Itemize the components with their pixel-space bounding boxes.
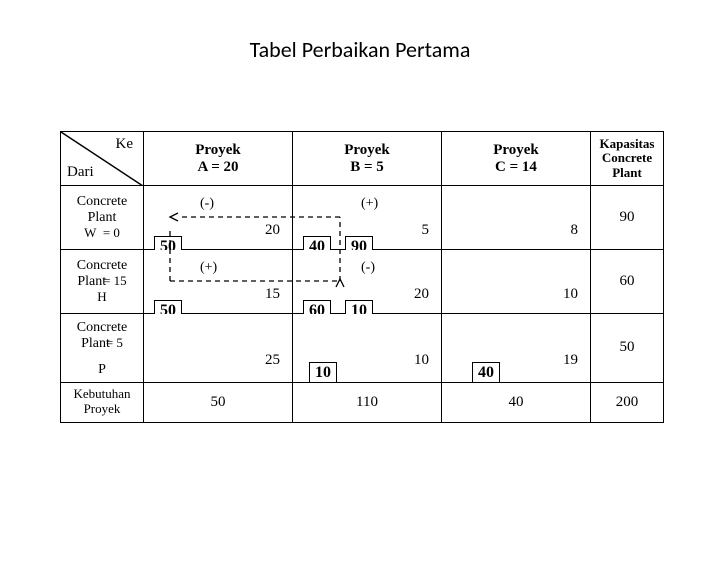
footer-B: 110 (293, 382, 442, 422)
cost-H-B: 20 (414, 286, 429, 303)
cap-H: 60 (591, 250, 664, 314)
page-title: Tabel Perbaikan Pertama (0, 36, 720, 63)
cost-W-A: 20 (265, 222, 280, 239)
alloc-P-B: 10 (309, 362, 337, 384)
pm-H-B: (-) (361, 260, 375, 276)
col-B-name: Proyek (293, 142, 441, 159)
row-P-letter: P (61, 358, 143, 382)
header-diag-cell: Ke Dari (61, 132, 144, 186)
col-A-name: Proyek (144, 142, 292, 159)
cell-H-B: 20 60 10 (-) (293, 250, 442, 314)
cost-W-C: 8 (571, 222, 579, 239)
header-dari: Dari (67, 164, 94, 181)
cap-W: 90 (591, 186, 664, 250)
row-H-line2: Plant (77, 274, 106, 289)
footer-label: Kebutuhan Proyek (61, 382, 144, 422)
header-ke: Ke (116, 136, 134, 153)
cell-W-A: 20 50 (-) (144, 186, 293, 250)
pm-W-A: (-) (200, 196, 214, 212)
cost-H-C: 10 (563, 286, 578, 303)
row-W-line2: Plant (63, 210, 141, 226)
col-C-name: Proyek (442, 142, 590, 159)
row-H-label: Concrete Plant= 15 H (61, 250, 144, 314)
col-capacity-header: Kapasitas Concrete Plant (591, 132, 664, 186)
pm-W-B: (+) (361, 196, 378, 212)
cost-P-A: 25 (265, 352, 280, 369)
pm-H-A: (+) (200, 260, 217, 276)
cell-P-C: 19 40 (442, 314, 591, 383)
footer-A: 50 (144, 382, 293, 422)
cost-P-B: 10 (414, 352, 429, 369)
cost-W-B: 5 (422, 222, 430, 239)
cost-H-A: 15 (265, 286, 280, 303)
transport-table: Ke Dari Proyek A = 20 Proyek B = 5 Proye… (60, 131, 664, 423)
row-P-line1: Concrete (63, 320, 141, 336)
col-A-sub: A = 20 (144, 159, 292, 176)
row-P-sub: = 5 (106, 335, 123, 350)
row-W-sub: = 0 (103, 225, 120, 240)
row-W-letter: W (84, 225, 96, 240)
cell-P-B: 10 10 (293, 314, 442, 383)
alloc-P-C: 40 (472, 362, 500, 384)
cost-P-C: 19 (563, 352, 578, 369)
cell-W-C: 8 (442, 186, 591, 250)
col-C-header: Proyek C = 14 (442, 132, 591, 186)
row-H-line1: Concrete (63, 258, 141, 274)
col-B-header: Proyek B = 5 (293, 132, 442, 186)
row-P-label: Concrete Plant= 5 (61, 314, 144, 358)
row-W-label: Concrete Plant W = 0 (61, 186, 144, 250)
cell-H-C: 10 (442, 250, 591, 314)
cell-H-A: 15 50 (+) (144, 250, 293, 314)
cell-W-B: 5 40 90 (+) (293, 186, 442, 250)
row-P-letter-cell: P (61, 358, 144, 383)
footer-C: 40 (442, 382, 591, 422)
col-C-sub: C = 14 (442, 159, 590, 176)
footer-total: 200 (591, 382, 664, 422)
row-W-line1: Concrete (63, 194, 141, 210)
row-H-sub: = 15 (103, 273, 127, 288)
cap-P: 50 (591, 314, 664, 383)
col-A-header: Proyek A = 20 (144, 132, 293, 186)
cell-P-A: 25 (144, 314, 293, 383)
col-B-sub: B = 5 (293, 159, 441, 176)
row-H-letter: H (63, 290, 141, 305)
